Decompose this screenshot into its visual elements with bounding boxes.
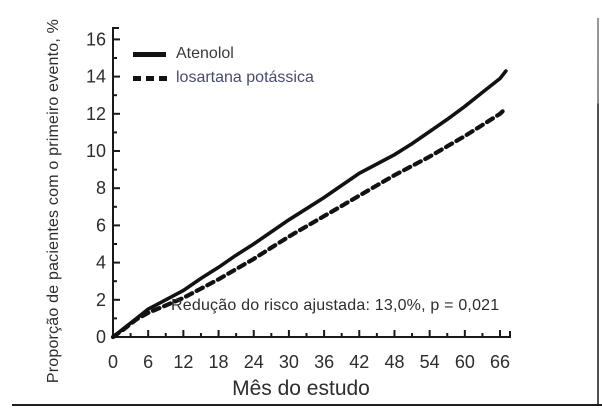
bottom-border-line bbox=[12, 404, 602, 406]
y-tick-label: 8 bbox=[96, 178, 106, 198]
y-tick-label: 0 bbox=[96, 327, 106, 347]
x-tick-label: 30 bbox=[279, 352, 299, 372]
dashed-line-swatch bbox=[133, 75, 170, 81]
y-tick-label: 10 bbox=[86, 141, 106, 161]
y-tick-label: 4 bbox=[96, 253, 106, 273]
legend-label-atenolol: Atenolol bbox=[176, 45, 234, 62]
x-axis-title: Mês do estudo bbox=[232, 377, 370, 400]
y-tick-label: 6 bbox=[96, 215, 106, 235]
x-tick-label: 48 bbox=[384, 352, 404, 372]
x-tick-label: 42 bbox=[349, 352, 369, 372]
legend-label-losartana: losartana potássica bbox=[176, 69, 314, 86]
x-tick-label: 60 bbox=[455, 352, 475, 372]
legend: Atenolol losartana potássica bbox=[133, 42, 314, 90]
x-tick-label: 66 bbox=[490, 352, 510, 372]
x-tick-label: 6 bbox=[143, 352, 153, 372]
right-border-line bbox=[597, 18, 599, 404]
x-tick-label: 0 bbox=[108, 352, 118, 372]
x-tick-label: 24 bbox=[244, 352, 264, 372]
y-tick-label: 12 bbox=[86, 104, 106, 124]
y-tick-label: 14 bbox=[86, 67, 106, 87]
y-axis-label: Proporção de pacientes com o primeiro ev… bbox=[45, 18, 62, 384]
x-tick-label: 54 bbox=[420, 352, 440, 372]
x-tick-label: 36 bbox=[314, 352, 334, 372]
risk-reduction-annotation: Redução do risco ajustada: 13,0%, p = 0,… bbox=[171, 297, 500, 314]
solid-line-swatch bbox=[133, 51, 166, 57]
x-tick-label: 12 bbox=[173, 352, 193, 372]
y-tick-label: 2 bbox=[96, 290, 106, 310]
series-line-losartana bbox=[110, 106, 508, 340]
series-line-atenolol bbox=[111, 69, 508, 339]
legend-item-losartana: losartana potássica bbox=[133, 66, 314, 90]
y-tick-label: 16 bbox=[86, 29, 106, 49]
legend-item-atenolol: Atenolol bbox=[133, 42, 314, 66]
x-tick-label: 18 bbox=[209, 352, 229, 372]
